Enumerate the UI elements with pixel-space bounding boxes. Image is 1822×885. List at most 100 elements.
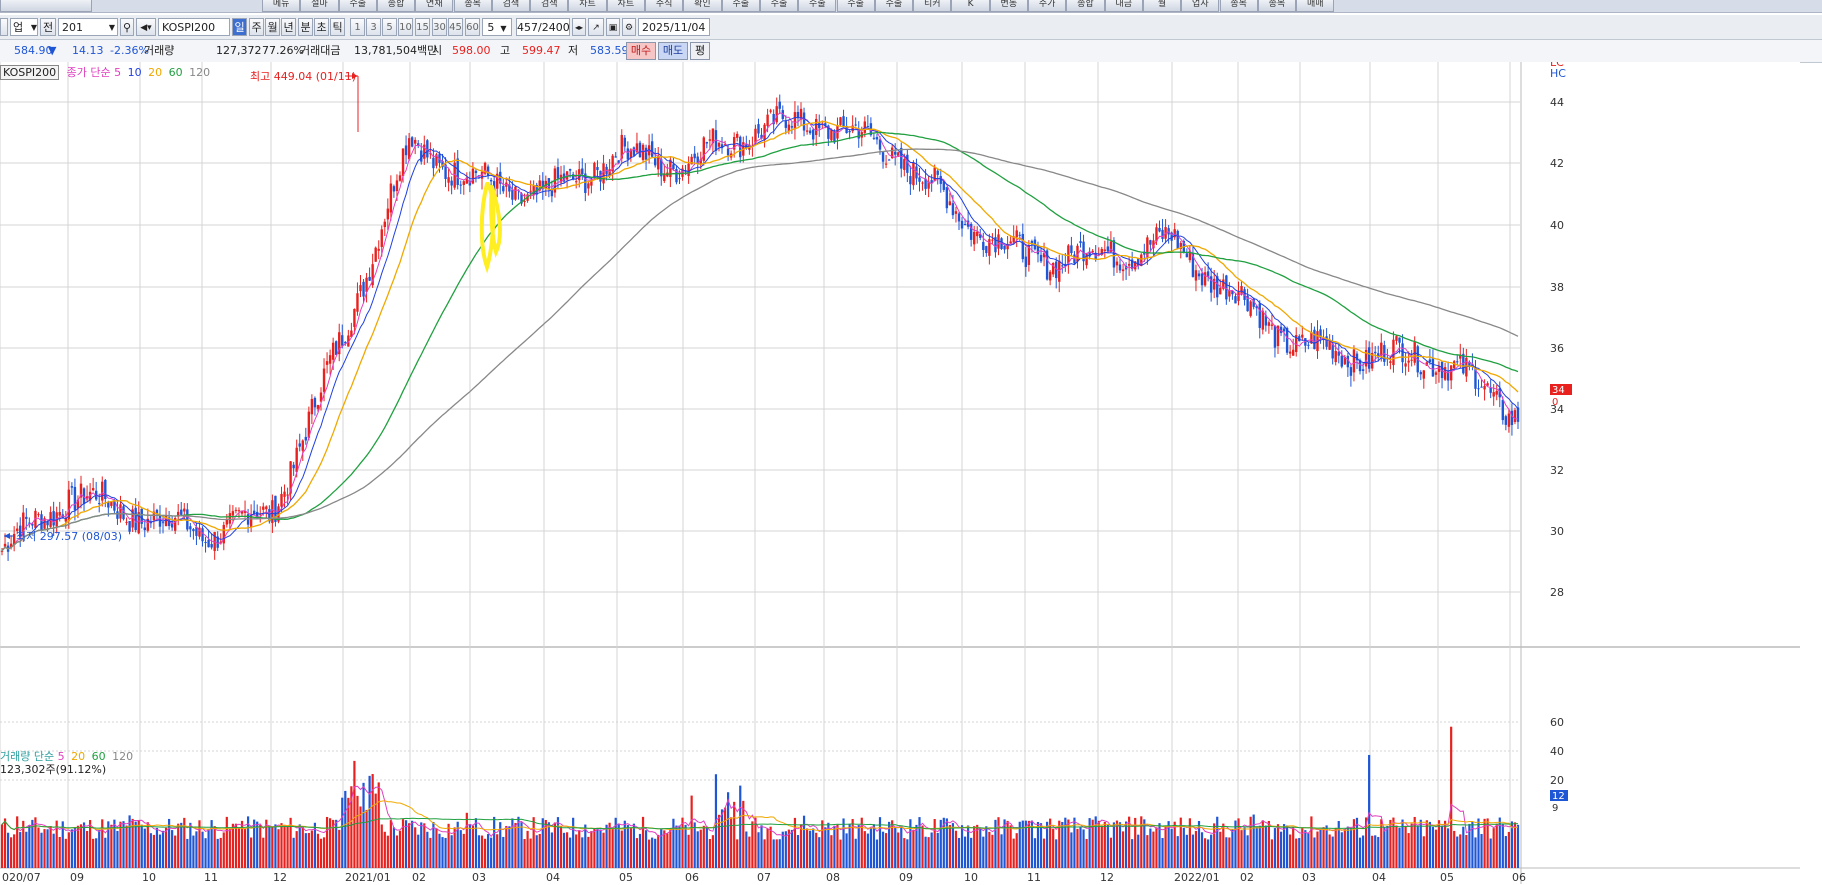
speaker-button[interactable]: ◀▾	[136, 18, 156, 36]
menu-tab[interactable]: 수출	[798, 0, 837, 12]
candle-body	[304, 436, 308, 441]
settings-button[interactable]: ⚙	[622, 18, 636, 36]
interval-button[interactable]: 5	[382, 18, 397, 36]
volume-bar	[329, 818, 332, 868]
menu-tab[interactable]: 연채	[415, 0, 454, 12]
menu-tab[interactable]: 검색	[491, 0, 531, 12]
search-button[interactable]: ⚲	[120, 18, 134, 36]
volume-bar	[918, 817, 921, 868]
volume-bar	[991, 834, 994, 868]
menu-tab[interactable]: 수출	[759, 0, 799, 12]
arrows-button[interactable]: ◂▸	[572, 18, 586, 36]
menu-tab[interactable]: 종합	[1066, 0, 1105, 12]
code-input[interactable]: 201 ▼	[58, 18, 118, 36]
candle-body	[240, 510, 244, 514]
menu-tab[interactable]: 주가	[1028, 0, 1067, 12]
volume-bar	[1249, 816, 1252, 868]
menu-tab[interactable]: K	[951, 0, 990, 12]
trend-button[interactable]: ↗	[588, 18, 604, 36]
candle-body	[1149, 240, 1152, 245]
menu-tab[interactable]: 업사	[1181, 0, 1220, 12]
candle-body	[1361, 369, 1365, 371]
volume-bar	[158, 834, 162, 868]
menu-tab[interactable]: 변동	[989, 0, 1028, 12]
menu-tab[interactable]: 매매	[1296, 0, 1335, 12]
volume-bar	[553, 822, 557, 868]
menu-tab[interactable]: 수출	[874, 0, 914, 12]
volume-bar	[775, 839, 778, 868]
period-tab[interactable]: 월	[265, 18, 280, 36]
interval-select[interactable]: 5 ▼	[482, 18, 512, 36]
interval-button[interactable]: 3	[366, 18, 381, 36]
candle-body	[790, 126, 794, 128]
panel-toggle-button[interactable]	[0, 18, 8, 36]
expand-arrows-icon: ◂▸	[574, 23, 584, 32]
menu-tab[interactable]: 메뉴	[262, 0, 301, 12]
candle-body	[1437, 366, 1441, 372]
candle-body	[781, 110, 784, 119]
candle-body	[128, 521, 131, 532]
menu-tab[interactable]: 차트	[606, 0, 645, 12]
price-chart[interactable]: 020/07 09 10 11 12 2021/01 02 03 04 05 06 07 08 09 10 1…	[0, 62, 1822, 885]
volume-bar	[1355, 817, 1359, 868]
candle-body	[708, 139, 712, 141]
menu-tab[interactable]: 수출	[836, 0, 875, 12]
period-tab[interactable]: 분	[298, 18, 313, 36]
period-tab[interactable]: 초	[314, 18, 329, 36]
volume-bar	[1158, 823, 1161, 868]
market-select[interactable]: 업 ▼	[10, 18, 38, 36]
x-tick-label: 020/07	[2, 871, 41, 884]
menu-logo-tabs[interactable]	[0, 0, 92, 12]
menu-tab[interactable]: 대금	[1104, 0, 1143, 12]
volume-bar	[37, 827, 40, 868]
menu-tab[interactable]: 주식	[645, 0, 684, 12]
candle-body	[638, 142, 642, 158]
count-field[interactable]: 457/2400	[516, 18, 570, 36]
interval-button[interactable]: 45	[448, 18, 463, 36]
eval-button[interactable]: 평	[690, 42, 710, 60]
name-field[interactable]: KOSPI200	[158, 18, 230, 36]
period-tab[interactable]: 주	[249, 18, 264, 36]
candle-body	[893, 151, 897, 155]
volume-bar	[988, 831, 991, 868]
menu-tab[interactable]: 차트	[568, 0, 607, 12]
menu-tab[interactable]: 수출	[338, 0, 377, 12]
volume-bar	[599, 829, 602, 868]
prev-button[interactable]: 전	[40, 18, 56, 36]
period-tab[interactable]: 틱	[330, 18, 345, 36]
menu-tab[interactable]: 종합	[376, 0, 416, 12]
menu-tab[interactable]: 월	[1142, 0, 1182, 12]
candle-body	[641, 144, 645, 160]
period-tab[interactable]: 년	[281, 18, 296, 36]
date-input[interactable]: 2025/11/04▦	[638, 18, 710, 36]
menu-tab[interactable]: 종목	[453, 0, 492, 12]
menu-tab[interactable]: 수출	[721, 0, 760, 12]
menu-tab[interactable]: 종목	[1219, 0, 1258, 12]
menu-tab[interactable]: 티커	[913, 0, 952, 12]
volume-bar	[684, 824, 687, 868]
menu-tab[interactable]: 설마	[300, 0, 339, 12]
menu-tab[interactable]: 검색	[530, 0, 569, 12]
menu-tab[interactable]: 종목	[1257, 0, 1297, 12]
save-button[interactable]: ▣	[606, 18, 620, 36]
menu-tab[interactable]: 확인	[683, 0, 722, 12]
volume-bar	[1407, 833, 1410, 868]
candle-body	[374, 247, 377, 262]
candle-body	[1374, 351, 1377, 354]
interval-button[interactable]: 30	[432, 18, 447, 36]
period-tab[interactable]: 일	[232, 18, 247, 36]
interval-button[interactable]: 15	[415, 18, 430, 36]
volume-bar	[359, 806, 362, 868]
candle-body	[663, 173, 666, 182]
volume-y-tick: 40	[1550, 745, 1564, 758]
buy-button[interactable]: 매수	[626, 42, 656, 60]
candle-body	[143, 527, 146, 531]
interval-button[interactable]: 1	[350, 18, 365, 36]
candle-body	[982, 241, 985, 251]
sell-label: 매도	[662, 44, 684, 57]
interval-button[interactable]: 10	[398, 18, 413, 36]
interval-button[interactable]: 60	[465, 18, 480, 36]
sell-button[interactable]: 매도	[658, 42, 688, 60]
candle-body	[277, 506, 280, 522]
candle-body	[271, 500, 274, 523]
